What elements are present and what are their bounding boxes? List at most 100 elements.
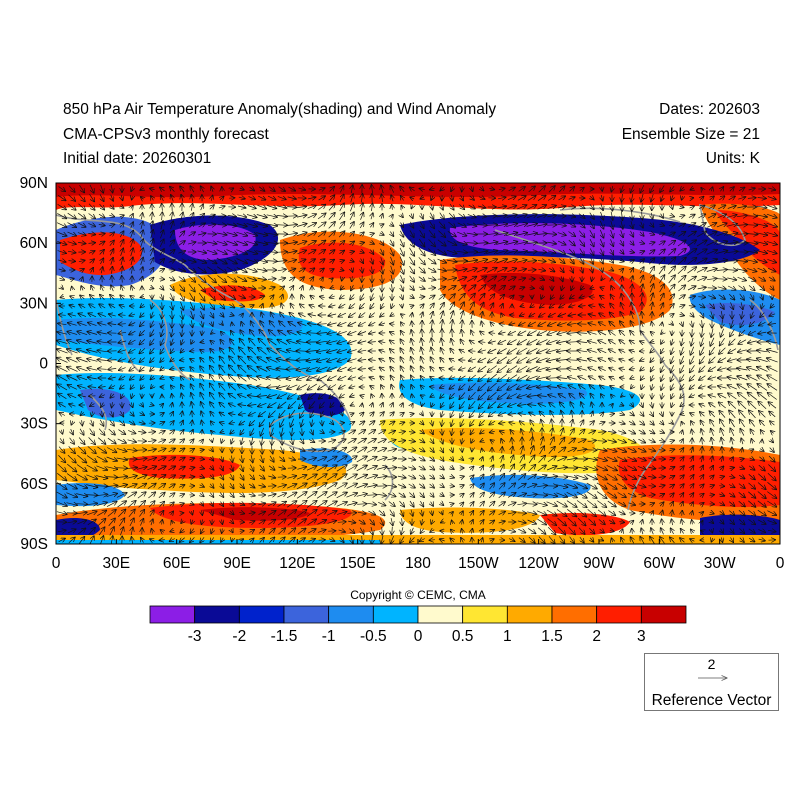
colorbar-swatch — [506, 605, 553, 624]
wind-arrow — [171, 195, 174, 202]
wind-arrow — [160, 230, 163, 239]
wind-arrow — [736, 215, 747, 216]
wind-arrow — [718, 205, 726, 209]
wind-arrow — [141, 213, 142, 220]
wind-arrow — [411, 205, 413, 208]
wind-arrow — [569, 187, 575, 192]
wind-arrow — [486, 233, 498, 234]
colorbar-label: 1 — [503, 628, 512, 645]
lat-label: 90S — [20, 536, 48, 553]
wind-arrow — [601, 203, 603, 210]
wind-arrow — [718, 196, 725, 200]
wind-arrow — [451, 186, 453, 191]
wind-arrow — [467, 224, 477, 227]
wind-arrow — [671, 205, 672, 210]
wind-arrow — [400, 196, 403, 201]
reference-arrow-icon — [698, 674, 729, 682]
wind-arrow — [149, 188, 155, 189]
wind-arrow — [738, 197, 746, 199]
wind-arrow — [489, 188, 494, 189]
wind-arrow — [349, 241, 355, 245]
wind-arrow — [448, 221, 455, 228]
wind-arrow — [296, 232, 307, 235]
wind-arrow — [390, 232, 393, 237]
wind-arrow — [207, 242, 217, 244]
wind-arrow — [419, 230, 425, 238]
wind-arrow — [210, 205, 214, 209]
wind-arrow — [390, 224, 394, 227]
wind-arrow — [527, 205, 536, 210]
wind-arrow — [278, 186, 286, 192]
wind-arrow — [660, 185, 665, 193]
wind-arrow — [726, 233, 738, 235]
wind-arrow — [679, 215, 685, 217]
wind-arrow — [246, 223, 258, 226]
colorbar-swatch — [462, 605, 508, 624]
wind-arrow — [381, 185, 383, 194]
wind-arrow — [340, 186, 343, 193]
wind-arrow — [651, 194, 653, 202]
wind-arrow — [401, 214, 403, 217]
wind-arrow — [568, 231, 576, 237]
wind-arrow — [486, 225, 498, 226]
wind-arrow — [78, 242, 86, 243]
wind-arrow — [622, 193, 623, 202]
wind-arrow — [169, 240, 175, 247]
reference-vector-label: Reference Vector — [651, 692, 772, 709]
wind-arrow — [538, 186, 546, 193]
wind-arrow — [420, 221, 424, 229]
wind-arrow — [578, 221, 585, 228]
wind-arrow — [67, 222, 77, 228]
wind-arrow — [237, 215, 246, 217]
wind-arrow — [557, 206, 566, 208]
wind-arrow — [419, 188, 425, 189]
wind-arrow — [162, 212, 163, 221]
wind-arrow — [478, 206, 486, 208]
wind-arrow — [370, 242, 375, 244]
wind-arrow — [600, 220, 603, 229]
wind-arrow — [537, 205, 547, 210]
wind-arrow — [266, 242, 278, 243]
wind-arrow — [349, 222, 354, 229]
wind-arrow — [471, 186, 472, 191]
wind-arrow — [181, 212, 183, 220]
wind-arrow — [621, 220, 623, 229]
wind-arrow — [516, 214, 527, 219]
wind-arrow — [688, 223, 695, 228]
wind-arrow — [307, 214, 317, 219]
wind-arrow — [557, 233, 566, 236]
wind-arrow — [191, 194, 192, 202]
wind-arrow — [257, 205, 266, 208]
wind-arrow — [318, 240, 325, 246]
colorbar-swatch — [640, 605, 687, 624]
wind-arrow — [276, 215, 288, 216]
wind-arrow — [536, 234, 547, 235]
wind-arrow — [547, 215, 556, 217]
wind-arrow — [317, 222, 326, 229]
wind-arrow — [640, 232, 644, 236]
wind-arrow — [631, 193, 633, 202]
wind-arrow — [277, 206, 287, 208]
wind-arrow — [757, 206, 767, 208]
wind-arrow — [120, 215, 124, 217]
wind-arrow — [767, 197, 776, 200]
wind-arrow — [131, 230, 134, 238]
wind-arrow — [748, 188, 756, 190]
lat-label: 60N — [20, 235, 48, 252]
wind-arrow — [707, 214, 716, 219]
wind-arrow — [338, 241, 345, 246]
wind-arrow — [756, 215, 768, 217]
wind-arrow — [296, 224, 307, 227]
wind-arrow — [547, 234, 556, 235]
wind-arrow — [88, 233, 95, 234]
wind-arrow — [318, 196, 326, 201]
wind-arrow — [171, 212, 172, 221]
colorbar-swatch — [328, 605, 374, 624]
ensemble-size-label: Ensemble Size = 21 — [621, 126, 760, 143]
wind-arrow — [737, 206, 746, 208]
wind-arrow — [717, 214, 727, 219]
wind-arrow — [120, 231, 124, 238]
wind-arrow — [589, 221, 594, 228]
wind-arrow — [496, 215, 507, 217]
